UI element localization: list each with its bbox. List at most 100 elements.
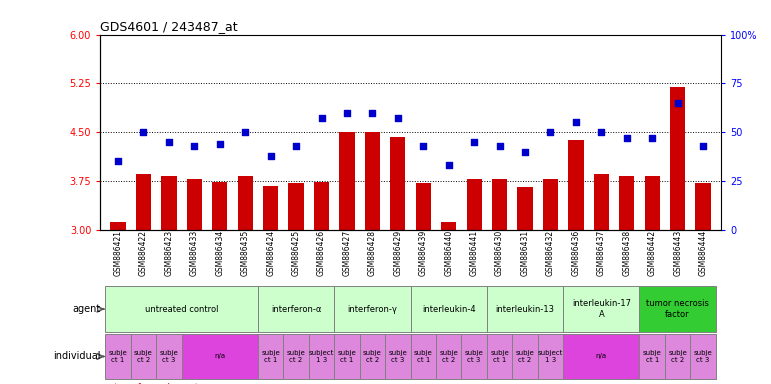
Bar bbox=[131, 334, 157, 379]
Point bbox=[621, 135, 633, 141]
Bar bbox=[360, 334, 386, 379]
Text: subje
ct 1: subje ct 1 bbox=[490, 350, 509, 363]
Point bbox=[315, 115, 328, 121]
Bar bbox=[517, 187, 533, 230]
Bar bbox=[487, 334, 512, 379]
Bar bbox=[665, 334, 690, 379]
Bar bbox=[212, 182, 227, 230]
Bar bbox=[106, 286, 258, 332]
Bar bbox=[619, 176, 635, 230]
Bar bbox=[416, 183, 431, 230]
Bar bbox=[690, 334, 715, 379]
Bar bbox=[512, 334, 537, 379]
Bar bbox=[441, 222, 456, 230]
Bar bbox=[263, 186, 278, 230]
Bar bbox=[110, 222, 126, 230]
Point bbox=[595, 129, 608, 135]
Bar bbox=[390, 137, 406, 230]
Text: interferon-α: interferon-α bbox=[271, 305, 322, 314]
Text: n/a: n/a bbox=[596, 353, 607, 359]
Point bbox=[188, 143, 200, 149]
Bar bbox=[568, 140, 584, 230]
Point bbox=[341, 109, 353, 116]
Text: subje
ct 3: subje ct 3 bbox=[694, 350, 712, 363]
Point bbox=[544, 129, 557, 135]
Text: subje
ct 1: subje ct 1 bbox=[643, 350, 662, 363]
Text: subje
ct 1: subje ct 1 bbox=[261, 350, 280, 363]
Text: subject
1 3: subject 1 3 bbox=[537, 350, 563, 363]
Text: interferon-γ: interferon-γ bbox=[348, 305, 397, 314]
Text: subject
1 3: subject 1 3 bbox=[309, 350, 334, 363]
Bar bbox=[187, 179, 202, 230]
Text: subje
ct 3: subje ct 3 bbox=[465, 350, 483, 363]
Text: GDS4601 / 243487_at: GDS4601 / 243487_at bbox=[100, 20, 238, 33]
Text: agent: agent bbox=[72, 304, 100, 314]
Point bbox=[214, 141, 226, 147]
Point bbox=[417, 143, 429, 149]
Bar bbox=[335, 286, 410, 332]
Bar bbox=[314, 182, 329, 230]
Bar bbox=[386, 334, 410, 379]
Bar bbox=[639, 334, 665, 379]
Bar bbox=[594, 174, 609, 230]
Text: interleukin-4: interleukin-4 bbox=[422, 305, 476, 314]
Bar bbox=[237, 176, 253, 230]
Bar bbox=[563, 334, 639, 379]
Point bbox=[493, 143, 506, 149]
Bar bbox=[136, 174, 151, 230]
Text: subje
ct 1: subje ct 1 bbox=[414, 350, 433, 363]
Bar bbox=[461, 334, 487, 379]
Text: interleukin-13: interleukin-13 bbox=[496, 305, 554, 314]
Point bbox=[366, 109, 379, 116]
Text: subje
ct 1: subje ct 1 bbox=[338, 350, 356, 363]
Bar bbox=[487, 286, 563, 332]
Bar bbox=[563, 286, 639, 332]
Bar bbox=[537, 334, 563, 379]
Text: ■  transformed count: ■ transformed count bbox=[100, 383, 199, 384]
Bar bbox=[182, 334, 258, 379]
Point bbox=[570, 119, 582, 126]
Bar bbox=[365, 132, 380, 230]
Point bbox=[163, 139, 175, 145]
Bar bbox=[639, 286, 715, 332]
Point bbox=[672, 100, 684, 106]
Text: subje
ct 3: subje ct 3 bbox=[160, 350, 178, 363]
Text: subje
ct 2: subje ct 2 bbox=[516, 350, 534, 363]
Point bbox=[468, 139, 480, 145]
Point bbox=[112, 158, 124, 164]
Text: subje
ct 1: subje ct 1 bbox=[109, 350, 127, 363]
Bar bbox=[258, 334, 284, 379]
Text: subje
ct 2: subje ct 2 bbox=[363, 350, 382, 363]
Point bbox=[519, 149, 531, 155]
Bar bbox=[288, 183, 304, 230]
Bar bbox=[339, 132, 355, 230]
Point bbox=[697, 143, 709, 149]
Bar bbox=[157, 334, 182, 379]
Text: tumor necrosis
factor: tumor necrosis factor bbox=[646, 300, 709, 319]
Text: subje
ct 2: subje ct 2 bbox=[134, 350, 153, 363]
Point bbox=[290, 143, 302, 149]
Point bbox=[239, 129, 251, 135]
Text: n/a: n/a bbox=[214, 353, 225, 359]
Text: untreated control: untreated control bbox=[145, 305, 218, 314]
Bar bbox=[258, 286, 335, 332]
Text: interleukin-17
A: interleukin-17 A bbox=[572, 300, 631, 319]
Bar bbox=[645, 176, 660, 230]
Text: subje
ct 2: subje ct 2 bbox=[287, 350, 305, 363]
Bar bbox=[309, 334, 335, 379]
Point bbox=[443, 162, 455, 168]
Bar bbox=[670, 86, 685, 230]
Text: subje
ct 2: subje ct 2 bbox=[668, 350, 687, 363]
Bar bbox=[695, 183, 711, 230]
Text: individual: individual bbox=[52, 351, 100, 361]
Bar bbox=[410, 286, 487, 332]
Bar bbox=[161, 176, 177, 230]
Bar bbox=[436, 334, 461, 379]
Bar bbox=[543, 179, 558, 230]
Bar bbox=[284, 334, 309, 379]
Bar bbox=[492, 179, 507, 230]
Point bbox=[137, 129, 150, 135]
Bar bbox=[410, 334, 436, 379]
Bar bbox=[106, 334, 131, 379]
Bar bbox=[335, 334, 360, 379]
